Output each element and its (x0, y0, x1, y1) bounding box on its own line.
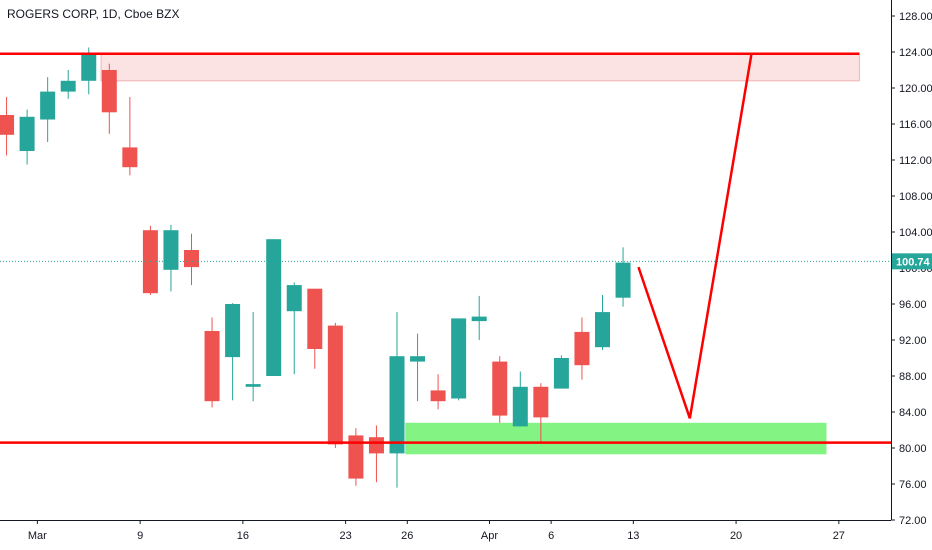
candle-body (327, 325, 343, 445)
candle (327, 322, 343, 448)
x-tick-label: 6 (548, 530, 554, 542)
y-tick-label: 84.00 (899, 407, 927, 419)
candle (512, 371, 528, 427)
y-tick-label: 104.00 (899, 227, 932, 239)
y-tick-label: 120.00 (899, 83, 932, 95)
candle (101, 63, 117, 134)
y-tick-label: 108.00 (899, 191, 932, 203)
candle-body (204, 331, 220, 402)
candle (574, 317, 590, 380)
x-tick-label: 16 (237, 530, 249, 542)
x-tick-label: 23 (340, 530, 352, 542)
candle (122, 97, 138, 176)
candle (184, 233, 199, 286)
lines-layer (0, 52, 891, 444)
candle (595, 295, 610, 350)
x-tick-label: 20 (730, 530, 742, 542)
candle-body (533, 386, 549, 418)
candle (389, 312, 405, 488)
candle-body (574, 331, 590, 366)
candle (60, 70, 76, 99)
candle (225, 303, 241, 401)
candle-body (60, 80, 76, 92)
candle (348, 428, 364, 486)
candle-body (225, 304, 241, 358)
candle (615, 247, 631, 307)
y-tick-label: 124.00 (899, 47, 932, 59)
candle-body (0, 115, 15, 135)
candle-body (184, 250, 199, 268)
candle (286, 282, 302, 375)
y-tick-label: 96.00 (899, 299, 927, 311)
candle-body (101, 70, 117, 113)
candle (533, 383, 549, 444)
candle-body (81, 53, 97, 81)
candle (0, 97, 15, 156)
candle (451, 318, 467, 401)
y-tick-label: 92.00 (899, 335, 927, 347)
y-tick-label: 80.00 (899, 443, 927, 455)
candle (19, 109, 35, 165)
candle (81, 47, 97, 95)
candle-body (19, 116, 35, 151)
candle (40, 77, 56, 142)
last-price-label: 100.74 (896, 256, 931, 268)
candle (245, 312, 261, 402)
x-tick-label: 27 (833, 530, 845, 542)
candle-body (368, 437, 384, 454)
chart-title: ROGERS CORP, 1D, Cboe BZX (7, 7, 180, 21)
candle-body (430, 390, 446, 402)
candle-body (451, 318, 467, 399)
x-tick-label: 9 (137, 530, 143, 542)
candle-body (410, 356, 426, 362)
x-tick-label: Apr (481, 530, 498, 542)
candle-body (471, 316, 487, 322)
x-tick-label: Mar (28, 530, 47, 542)
zones-layer (100, 53, 860, 455)
y-tick-label: 116.00 (899, 119, 932, 131)
candle-body (553, 358, 569, 389)
candle-body (245, 384, 261, 387)
candle-body (40, 91, 56, 120)
candle (492, 356, 508, 423)
x-tick-label: 26 (401, 530, 413, 542)
price-axis-bg (891, 0, 932, 550)
projection-path (637, 53, 753, 419)
y-tick-label: 72.00 (899, 515, 927, 527)
resistance-zone (100, 53, 860, 82)
y-tick-label: 88.00 (899, 371, 927, 383)
candle-body (512, 386, 528, 427)
candle-body (122, 147, 138, 168)
candle (471, 295, 487, 340)
y-tick-label: 112.00 (899, 155, 932, 167)
candle-body (266, 239, 282, 376)
candle-body (163, 230, 179, 270)
candle-body (492, 361, 508, 416)
candle-body (307, 288, 323, 349)
y-tick-label: 128.00 (899, 11, 932, 23)
candle-body (286, 285, 302, 312)
last-price-tag (892, 253, 932, 270)
candle (430, 374, 446, 410)
candle-body (348, 435, 364, 479)
candle (553, 355, 569, 389)
candle (307, 288, 323, 369)
candles-layer (0, 47, 631, 488)
y-tick-label: 76.00 (899, 479, 927, 491)
candle (163, 224, 179, 292)
candle (204, 317, 220, 408)
x-tick-label: 13 (627, 530, 639, 542)
candle-body (615, 262, 631, 298)
candle (142, 225, 158, 295)
candle-body (389, 356, 405, 454)
support-zone (405, 422, 827, 455)
candle (410, 333, 426, 402)
candle (266, 239, 282, 376)
candle (368, 425, 384, 483)
candle-body (595, 312, 610, 348)
